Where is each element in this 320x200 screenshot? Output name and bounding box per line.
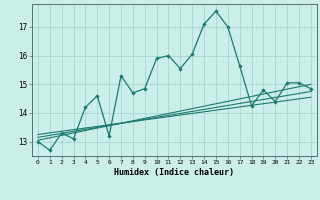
X-axis label: Humidex (Indice chaleur): Humidex (Indice chaleur) xyxy=(115,168,234,177)
